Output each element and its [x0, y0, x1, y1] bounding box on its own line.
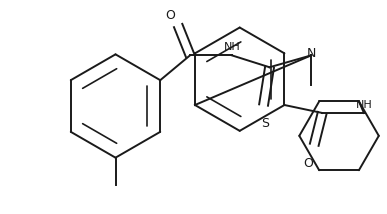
Text: NH: NH: [223, 42, 240, 52]
Text: S: S: [262, 117, 270, 130]
Text: O: O: [303, 157, 313, 170]
Text: N: N: [307, 47, 316, 60]
Text: NH: NH: [356, 100, 372, 110]
Text: O: O: [165, 9, 175, 22]
